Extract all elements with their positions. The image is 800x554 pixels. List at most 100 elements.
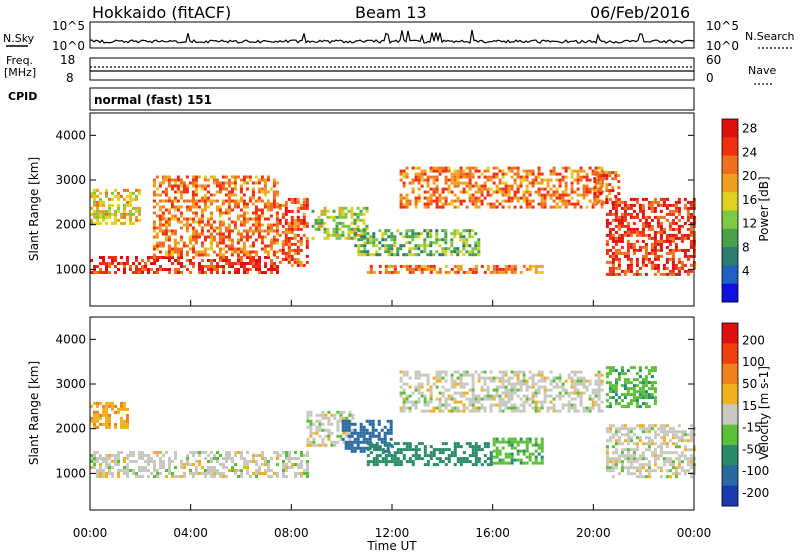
velocity-band-5-cell xyxy=(629,466,633,470)
velocity-band-5-cell xyxy=(653,460,657,464)
velocity-band-1-cell xyxy=(309,413,313,417)
velocity-band-1-cell xyxy=(345,416,349,420)
velocity-band-4-cell xyxy=(516,382,520,386)
power-band-6-cell xyxy=(402,184,406,188)
velocity-band-2-cell xyxy=(356,431,360,435)
power-band-0-cell xyxy=(276,271,279,274)
power-band-7-cell xyxy=(689,215,693,219)
power-band-2-cell xyxy=(206,178,210,182)
velocity-band-7-cell xyxy=(504,455,508,459)
velocity-band-3-cell xyxy=(396,451,400,455)
velocity-band-1-cell xyxy=(321,440,325,444)
velocity-band-0-cell xyxy=(198,472,201,475)
velocity-band-5-cell xyxy=(611,460,615,464)
velocity-band-6-cell xyxy=(614,378,618,382)
power-band-7-cell xyxy=(608,248,612,252)
velocity-band-0-cell xyxy=(240,454,243,457)
velocity-band-3-cell xyxy=(453,448,457,452)
velocity-band-4-cell xyxy=(471,391,475,395)
power-band-3-cell xyxy=(332,230,336,234)
power-band-2-cell xyxy=(242,202,246,206)
velocity-band-6-cell xyxy=(638,369,642,373)
power-band-6-cell xyxy=(567,199,571,203)
power-band-7-cell xyxy=(659,245,663,249)
power-band-6-cell xyxy=(429,169,433,173)
power-band-4-cell xyxy=(408,250,412,254)
velocity-band-5-cell xyxy=(611,466,615,470)
velocity-band-4-cell xyxy=(528,376,532,380)
velocity-band-4-cell xyxy=(579,403,583,407)
power-band-7-cell xyxy=(605,224,609,228)
power-band-2-cell xyxy=(158,214,162,218)
power-band-7-cell xyxy=(635,248,639,252)
power-band-6-cell xyxy=(447,184,451,188)
velocity-band-7-cell xyxy=(540,461,544,465)
power-band-2-cell xyxy=(191,181,195,185)
power-band-1-cell xyxy=(278,206,282,210)
power-band-0-cell xyxy=(129,268,132,271)
power-band-7-cell xyxy=(662,215,666,219)
power-band-0-cell xyxy=(234,268,237,271)
power-band-7-cell xyxy=(671,209,675,213)
power-band-2-cell xyxy=(194,178,198,182)
velocity-band-4-cell xyxy=(435,385,439,389)
power-band-6-cell xyxy=(453,184,457,188)
power-band-4-cell xyxy=(462,229,466,233)
velocity-band-5-cell xyxy=(623,427,627,431)
power-band-0-cell xyxy=(180,265,183,268)
velocity-band-0-cell xyxy=(276,463,279,466)
velocity-band-4-cell xyxy=(480,385,484,389)
power-band-5-cell xyxy=(474,267,478,271)
power-band-0-cell xyxy=(144,268,147,271)
power-band-5-cell xyxy=(372,270,376,274)
power-band-4-cell xyxy=(405,229,409,233)
power-band-2-cell xyxy=(266,178,270,182)
power-band-7-cell xyxy=(674,266,678,270)
velocity-band-8-cell xyxy=(93,401,96,405)
power-band-7-cell xyxy=(647,257,651,261)
power-band-6-cell xyxy=(444,199,448,203)
power-band-0-cell xyxy=(153,271,156,274)
power-band-6-cell xyxy=(462,181,466,185)
velocity-band-5-cell xyxy=(647,475,651,479)
power-band-2-cell xyxy=(251,223,255,227)
velocity-band-2-cell xyxy=(368,437,372,441)
power-band-6-cell xyxy=(450,175,454,179)
x-tick-label: 08:00 xyxy=(274,526,309,540)
power-band-2-cell xyxy=(179,238,183,242)
velocity-band-1-cell xyxy=(309,419,313,423)
power-band-2-cell xyxy=(236,175,240,179)
power-band-2-cell xyxy=(239,235,243,239)
velocity-band-0-cell xyxy=(261,463,264,466)
power-band-6-cell xyxy=(441,190,445,194)
power-band-4-cell xyxy=(417,232,421,236)
velocity-band-4-cell xyxy=(552,397,556,401)
power-band-3-cell xyxy=(350,206,354,210)
power-band-3-cell xyxy=(362,221,366,225)
power-band-5-cell xyxy=(417,267,421,271)
power-band-0-cell xyxy=(114,259,117,262)
power-band-9-cell xyxy=(123,197,126,201)
power-band-9-cell xyxy=(117,191,120,195)
power-band-2-cell xyxy=(230,208,234,212)
power-band-2-cell xyxy=(185,223,189,227)
power-band-2-cell xyxy=(242,205,246,209)
velocity-band-5-cell xyxy=(632,433,636,437)
velocity-band-0-cell xyxy=(267,463,270,466)
power-band-6-cell xyxy=(489,175,493,179)
power-band-5-cell xyxy=(498,270,502,274)
power-band-8-cell xyxy=(599,180,603,184)
power-band-3-cell xyxy=(314,221,318,225)
power-band-2-cell xyxy=(197,175,201,179)
velocity-band-8-cell xyxy=(108,404,111,408)
power-band-6-cell xyxy=(558,184,562,188)
velocity-band-1-cell xyxy=(327,428,331,432)
power-band-6-cell xyxy=(432,166,436,170)
velocity-band-7-cell xyxy=(504,452,508,456)
velocity-band-1-cell xyxy=(327,416,331,420)
power-band-7-cell xyxy=(671,218,675,222)
power-band-2-cell xyxy=(173,232,177,236)
power-band-7-cell xyxy=(665,218,669,222)
power-band-2-cell xyxy=(194,241,198,245)
